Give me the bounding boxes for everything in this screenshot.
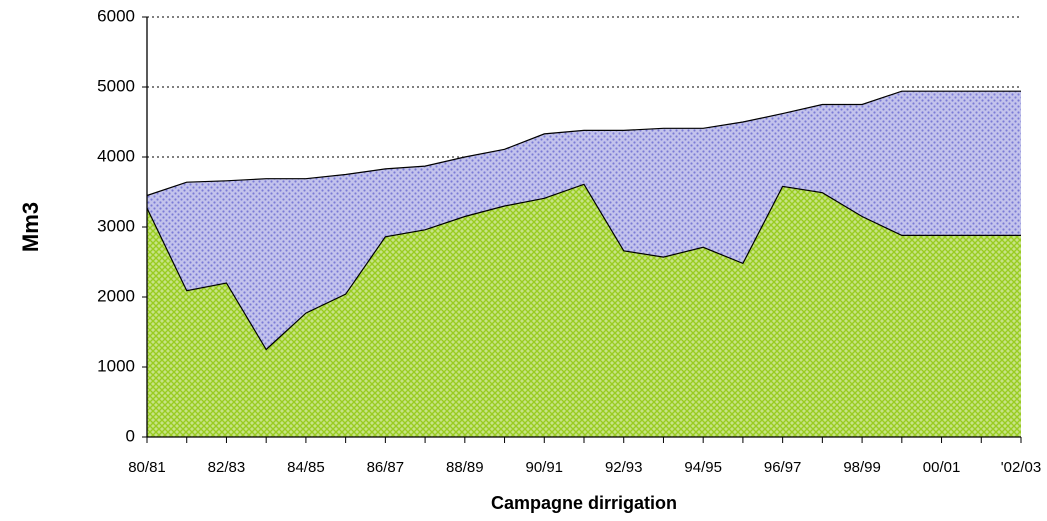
x-tick-label: 84/85 [287, 459, 325, 476]
y-tick-label: 2000 [97, 286, 135, 305]
y-axis-title: Mm3 [18, 202, 43, 252]
area-line [146, 90, 1021, 197]
x-tick-label: 92/93 [605, 459, 643, 476]
y-tick-label: 3000 [97, 216, 135, 235]
y-tick-label: 5000 [97, 76, 135, 95]
y-tick-label: 1000 [97, 356, 135, 375]
y-tick-label: 6000 [97, 6, 135, 25]
y-tick-label: 0 [126, 426, 135, 445]
x-tick-label: 98/99 [843, 459, 881, 476]
x-tick-label: 88/89 [446, 459, 484, 476]
x-tick-label: 90/91 [525, 459, 563, 476]
x-tick-label: 96/97 [764, 459, 802, 476]
x-tick-label: '02/03 [1001, 459, 1041, 476]
x-axis-title: Campagne dirrigation [491, 493, 677, 513]
y-tick-label: 4000 [97, 146, 135, 165]
x-tick-label: 80/81 [128, 459, 166, 476]
area-line [146, 183, 1021, 351]
x-tick-label: 86/87 [367, 459, 405, 476]
x-tick-label: 94/95 [684, 459, 722, 476]
area [147, 184, 1021, 437]
x-tick-label: 00/01 [923, 459, 961, 476]
x-tick-label: 82/83 [208, 459, 246, 476]
